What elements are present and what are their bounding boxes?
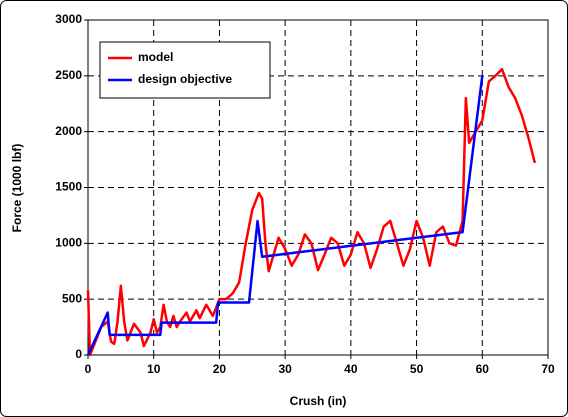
legend-label: design objective <box>138 72 232 86</box>
x-tick-label: 20 <box>213 362 227 376</box>
x-tick-label: 0 <box>85 362 92 376</box>
x-tick-label: 40 <box>344 362 358 376</box>
y-tick-label: 500 <box>62 291 82 305</box>
series-line <box>86 75 484 356</box>
legend-box <box>99 41 271 99</box>
y-tick-label: 3000 <box>55 12 82 26</box>
y-tick-label: 2000 <box>55 124 82 138</box>
x-tick-label: 10 <box>147 362 161 376</box>
y-tick-label: 2500 <box>55 68 82 82</box>
y-tick-label: 1000 <box>55 236 82 250</box>
y-tick-label: 0 <box>75 347 82 361</box>
x-tick-label: 50 <box>410 362 424 376</box>
legend-label: model <box>138 50 173 64</box>
plot-frame <box>87 19 549 356</box>
x-tick-label: 70 <box>541 362 555 376</box>
x-tick-label: 60 <box>476 362 490 376</box>
x-tick-label: 30 <box>278 362 292 376</box>
series-line <box>86 67 537 357</box>
y-axis-label: Force (1000 lbf) <box>10 144 24 233</box>
y-tick-label: 1500 <box>55 180 82 194</box>
x-axis-label: Crush (in) <box>290 394 347 408</box>
